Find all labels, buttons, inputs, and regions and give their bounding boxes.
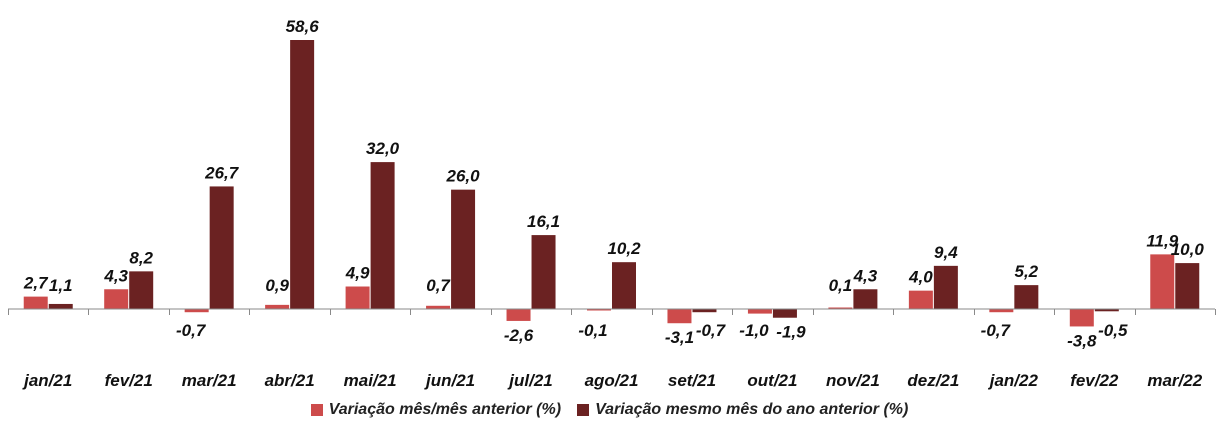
bar-mom — [265, 304, 290, 309]
x-axis: jan/21 fev/21 mar/21 abr/21 mai/21 jun/21 jul/… — [8, 308, 1216, 390]
legend-item-yoy: Variação mesmo mês do ano anterior (%) — [577, 401, 908, 419]
data-label-yoy: 10,0 — [1171, 240, 1205, 259]
x-tick-label: abr/21 — [265, 371, 315, 390]
data-label-yoy: 26,0 — [446, 167, 481, 186]
data-label-mom: 0,1 — [829, 276, 853, 295]
bar-mom — [667, 309, 692, 324]
x-tick-label: nov/21 — [826, 371, 880, 390]
x-tick-label: ago/21 — [585, 371, 639, 390]
bar-yoy — [853, 289, 878, 309]
bar-mom — [747, 309, 772, 314]
data-label-mom: -0,7 — [176, 321, 207, 340]
data-label-mom: 4,0 — [908, 268, 933, 287]
data-label-mom: -0,7 — [981, 321, 1012, 340]
x-tick-label: set/21 — [668, 371, 716, 390]
x-tick-label: jun/21 — [424, 371, 475, 390]
bar-mom — [828, 307, 853, 309]
bar-mom — [1150, 254, 1175, 309]
data-label-mom: -2,6 — [504, 326, 534, 345]
data-label-yoy: 4,3 — [853, 266, 878, 285]
data-label-yoy: 58,6 — [286, 17, 320, 36]
x-tick-label: mai/21 — [344, 371, 397, 390]
data-label-yoy: 1,1 — [49, 276, 73, 295]
data-label-yoy: 32,0 — [366, 139, 400, 158]
data-label-mom: -1,0 — [739, 321, 769, 340]
bar-yoy — [692, 309, 717, 313]
bar-mom — [1069, 309, 1094, 327]
x-tick-label: dez/21 — [907, 371, 959, 390]
bar-mom — [587, 309, 611, 311]
legend-swatch-mom — [310, 404, 323, 416]
bar-yoy — [129, 271, 154, 309]
data-labels-group: 2,7 1,14,38,2-0,726,70,958,64,932,00,726,… — [23, 17, 1204, 350]
data-label-mom: -0,1 — [578, 321, 607, 340]
bar-mom — [989, 309, 1014, 313]
data-label-mom: -3,8 — [1067, 331, 1097, 350]
data-label-mom: 4,3 — [103, 266, 128, 285]
data-label-yoy: -0,7 — [696, 321, 727, 340]
x-tick-label: mar/22 — [1147, 371, 1202, 390]
bar-mom — [506, 309, 531, 321]
bars-group — [23, 40, 1200, 327]
bar-yoy — [370, 162, 395, 309]
bar-yoy — [1094, 309, 1119, 312]
x-tick-label: jul/21 — [507, 371, 552, 390]
x-tick-label: jan/21 — [22, 371, 72, 390]
bar-yoy — [1175, 263, 1200, 309]
bar-mom — [908, 290, 933, 309]
legend-item-mom: Variação mês/mês anterior (%) — [310, 401, 562, 419]
data-label-mom: -3,1 — [665, 328, 694, 347]
bar-yoy — [612, 262, 636, 309]
bar-chart: 2,7 1,14,38,2-0,726,70,958,64,932,00,726,… — [8, 17, 1216, 390]
legend-swatch-yoy — [577, 404, 590, 416]
x-tick-label: mar/21 — [182, 371, 237, 390]
data-label-yoy: 5,2 — [1015, 262, 1039, 281]
data-label-yoy: 8,2 — [129, 248, 153, 267]
data-label-mom: 11,9 — [1146, 231, 1178, 250]
legend-label-mom: Variação mês/mês anterior (%) — [328, 401, 562, 418]
data-label-yoy: 9,4 — [934, 243, 958, 262]
bar-yoy — [290, 40, 315, 309]
bar-yoy — [48, 303, 73, 309]
bar-yoy — [209, 186, 234, 309]
bar-mom — [104, 289, 129, 309]
x-tick-label: out/21 — [747, 371, 797, 390]
bar-yoy — [933, 265, 958, 309]
bar-mom — [426, 305, 451, 309]
legend: Variação mês/mês anterior (%) Variação m… — [0, 398, 1219, 422]
x-tick-label: jan/22 — [988, 371, 1039, 390]
bar-mom — [23, 296, 48, 309]
bar-yoy — [1014, 285, 1039, 309]
data-label-mom: 4,9 — [345, 264, 370, 283]
x-tick-label: fev/22 — [1070, 371, 1119, 390]
bar-mom — [345, 286, 370, 309]
data-label-yoy: 16,1 — [527, 212, 560, 231]
bar-mom — [184, 309, 209, 313]
legend-label-yoy: Variação mesmo mês do ano anterior (%) — [595, 401, 909, 418]
data-label-yoy: 26,7 — [204, 163, 240, 182]
data-label-mom: 0,7 — [426, 276, 451, 295]
data-label-mom: 0,9 — [265, 276, 289, 295]
data-label-mom: 2,7 — [23, 274, 49, 293]
data-label-yoy: -0,5 — [1098, 321, 1128, 340]
x-tick-label: fev/21 — [105, 371, 153, 390]
bar-yoy — [451, 189, 476, 309]
data-label-yoy: -1,9 — [776, 323, 806, 342]
data-label-yoy: 10,2 — [607, 239, 641, 258]
bar-yoy — [772, 309, 797, 318]
bar-yoy — [531, 235, 556, 309]
